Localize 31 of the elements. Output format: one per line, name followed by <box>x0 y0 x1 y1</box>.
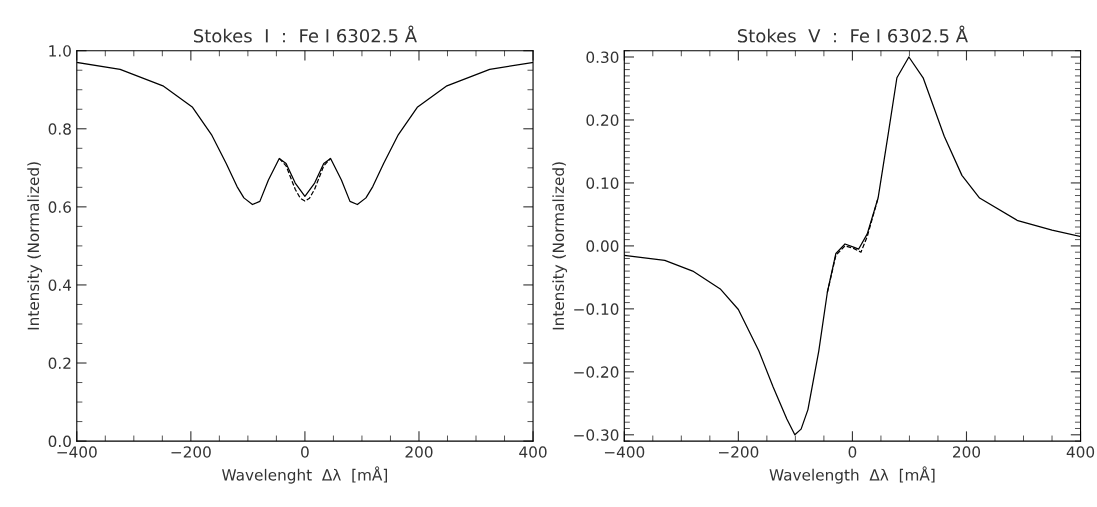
y-tick-label: −0.30 <box>574 429 619 441</box>
y-tick-label: 0.0 <box>48 435 71 448</box>
y-tick-label: 0.00 <box>586 240 619 252</box>
y-tick-label: 0.2 <box>48 357 71 370</box>
y-tick-label: 0.4 <box>48 279 72 291</box>
y-axis-title: Intensity (Normalized) <box>552 162 568 330</box>
x-tick-label: −400 <box>604 446 645 458</box>
y-tick-label: 0.8 <box>48 123 71 135</box>
x-tick-label: 0 <box>301 446 309 458</box>
y-tick-label: 0.6 <box>48 201 71 213</box>
chart-title: Stokes I : Fe I 6302.5 Å <box>193 25 417 43</box>
x-tick-label: −200 <box>171 446 211 458</box>
x-tick-label: 400 <box>1066 446 1095 458</box>
x-tick-label: 0 <box>848 446 857 458</box>
line-series <box>278 157 332 202</box>
x-tick-label: 400 <box>519 446 547 458</box>
y-tick-label: 0.10 <box>586 177 619 189</box>
x-tick-label: −400 <box>57 446 97 458</box>
y-tick-label: 0.30 <box>586 51 619 64</box>
x-axis-title: Wavelength Δλ [mÅ] <box>769 466 935 484</box>
chart-title: Stokes V : Fe I 6302.5 Å <box>737 25 968 43</box>
y-tick-label: 1.0 <box>49 45 71 57</box>
x-tick-label: 200 <box>405 446 433 458</box>
y-tick-label: −0.20 <box>574 366 619 378</box>
line-series <box>826 197 879 294</box>
x-tick-label: −200 <box>718 446 759 458</box>
y-tick-label: 0.20 <box>586 114 619 126</box>
x-tick-label: 200 <box>953 446 981 458</box>
x-axis-title: Wavelenght Δλ [mÅ] <box>222 466 388 484</box>
y-axis-title: Intensity (Normalized) <box>27 162 43 330</box>
y-tick-label: −0.10 <box>574 303 619 315</box>
